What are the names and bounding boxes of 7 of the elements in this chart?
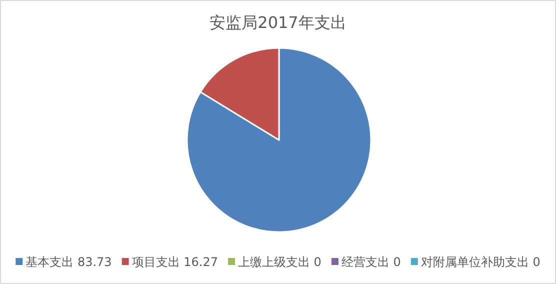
legend-item: 上缴上级支出 0 — [228, 255, 322, 269]
pie-slice — [186, 47, 372, 233]
legend-item: 基本支出 83.73 — [16, 255, 112, 269]
legend-item: 经营支出 0 — [331, 255, 401, 269]
legend-item: 对附属单位补助支出 0 — [410, 255, 540, 269]
legend-item: 项目支出 16.27 — [122, 255, 218, 269]
chart-title: 安监局2017年支出 — [210, 13, 346, 32]
